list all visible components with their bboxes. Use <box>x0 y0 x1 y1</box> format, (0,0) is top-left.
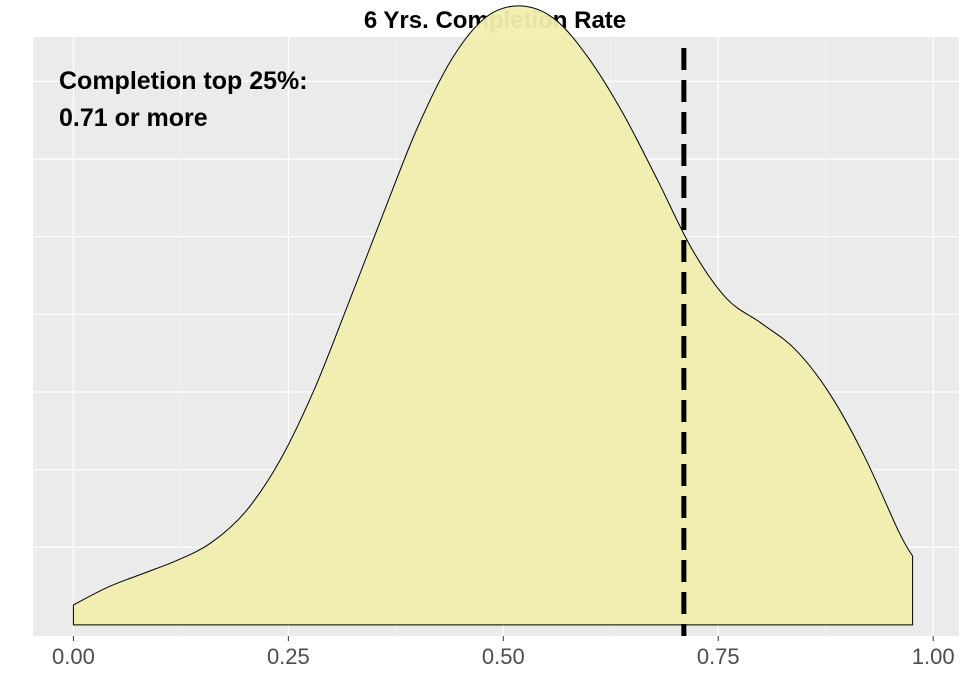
annotation-line-2: 0.71 or more <box>59 104 208 132</box>
annotation-line-1: Completion top 25%: <box>59 67 308 95</box>
x-tick-label: 0.25 <box>267 644 310 669</box>
x-tick-label: 1.00 <box>912 644 955 669</box>
x-axis: 0.00 0.25 0.50 0.75 1.00 <box>52 636 955 669</box>
x-tick-label: 0.75 <box>697 644 740 669</box>
x-tick-label: 0.00 <box>52 644 95 669</box>
x-tick-label: 0.50 <box>482 644 525 669</box>
density-area <box>72 5 914 626</box>
